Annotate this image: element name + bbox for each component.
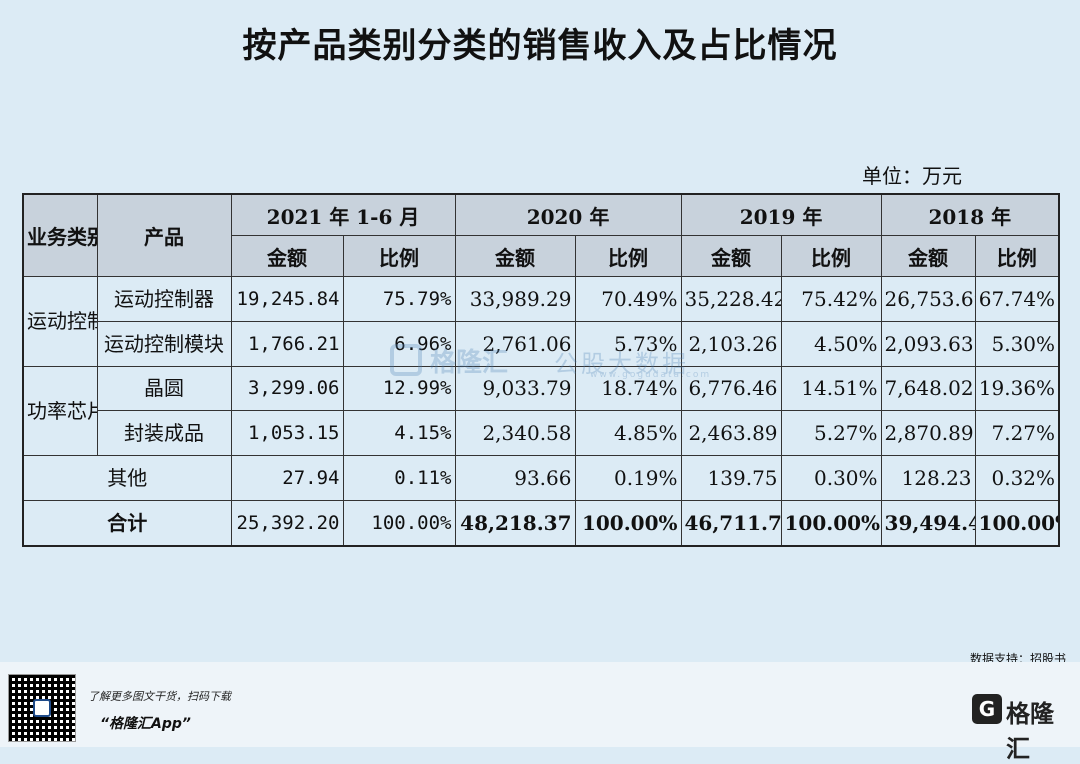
ratio-cell: 19.36%	[974, 365, 1060, 412]
ratio-cell: 12.99%	[342, 365, 456, 412]
amount-cell: 46,711.78	[680, 499, 782, 547]
amount-cell: 2,103.26	[680, 320, 782, 367]
amount-cell: 3,299.06	[230, 365, 344, 412]
ratio-cell: 4.50%	[780, 320, 882, 367]
unit-label: 单位：万元	[862, 164, 962, 188]
ratio-cell: 67.74%	[974, 276, 1060, 322]
header-period-2021h1: 2021 年 1-6 月	[230, 193, 456, 236]
header-period-2019: 2019 年	[680, 193, 882, 236]
ratio-cell: 7.27%	[974, 410, 1060, 457]
amount-cell: 93.66	[454, 455, 576, 501]
amount-cell: 9,033.79	[454, 365, 576, 412]
header-period-2018: 2018 年	[880, 193, 1060, 236]
amount-cell: 19,245.84	[230, 276, 344, 322]
header-product: 产品	[96, 193, 232, 277]
ratio-cell: 4.85%	[574, 410, 682, 457]
amount-cell: 2,463.89	[680, 410, 782, 457]
brand-g-icon: G	[972, 694, 1002, 724]
header-amount: 金额	[454, 235, 576, 277]
header-amount: 金额	[230, 235, 344, 277]
amount-cell: 2,870.89	[880, 410, 976, 457]
qr-code-icon	[8, 674, 76, 742]
page-title: 按产品类别分类的销售收入及占比情况	[242, 26, 838, 66]
header-ratio: 比例	[342, 235, 456, 277]
header-row-measures: 金额 比例 金额 比例 金额 比例 金额 比例	[23, 235, 1060, 277]
category-power-chip: 功率芯片产品	[22, 365, 98, 457]
amount-cell: 2,093.63	[880, 320, 976, 367]
ratio-cell: 100.00%	[342, 499, 456, 547]
ratio-cell: 100.00%	[974, 499, 1060, 547]
ratio-cell: 18.74%	[574, 365, 682, 412]
promo-app-name: “格隆汇App”	[100, 716, 191, 732]
header-ratio: 比例	[780, 235, 882, 277]
sales-table: 业务类别 产品 2021 年 1-6 月 2020 年 2019 年 2018 …	[22, 193, 1061, 547]
ratio-cell: 75.79%	[342, 276, 456, 322]
amount-cell: 1,766.21	[230, 320, 344, 367]
promo-text: 了解更多图文干货，扫码下载	[88, 690, 231, 703]
ratio-cell: 14.51%	[780, 365, 882, 412]
ratio-cell: 75.42%	[780, 276, 882, 322]
ratio-cell: 70.49%	[574, 276, 682, 322]
header-period-2020: 2020 年	[454, 193, 682, 236]
ratio-cell: 6.96%	[342, 320, 456, 367]
amount-cell: 25,392.20	[230, 499, 344, 547]
ratio-cell: 0.19%	[574, 455, 682, 501]
header-business-category: 业务类别	[22, 193, 98, 277]
ratio-cell: 4.15%	[342, 410, 456, 457]
amount-cell: 7,648.02	[880, 365, 976, 412]
ratio-cell: 0.30%	[780, 455, 882, 501]
product-name: 运动控制模块	[96, 320, 232, 367]
total-label: 合计	[22, 499, 232, 547]
product-name-other: 其他	[22, 455, 232, 501]
amount-cell: 6,776.46	[680, 365, 782, 412]
ratio-cell: 0.11%	[342, 455, 456, 501]
table-row: 其他 27.94 0.11% 93.66 0.19% 139.75 0.30% …	[22, 455, 1060, 501]
amount-cell: 33,989.29	[454, 276, 576, 322]
header-amount: 金额	[880, 235, 976, 277]
ratio-cell: 100.00%	[574, 499, 682, 547]
qr-logo-icon	[33, 699, 51, 717]
table-row: 功率芯片产品 晶圆 3,299.06 12.99% 9,033.79 18.74…	[22, 365, 1060, 457]
amount-cell: 2,340.58	[454, 410, 576, 457]
header-amount: 金额	[680, 235, 782, 277]
table-row: 运动控制模块 1,766.21 6.96% 2,761.06 5.73% 2,1…	[23, 320, 1060, 367]
product-name: 晶圆	[96, 365, 232, 412]
ratio-cell: 5.30%	[974, 320, 1060, 367]
header-ratio: 比例	[574, 235, 682, 277]
table-row: 封装成品 1,053.15 4.15% 2,340.58 4.85% 2,463…	[23, 410, 1060, 457]
brand-logo: G 格隆汇	[972, 690, 1076, 763]
ratio-cell: 0.32%	[974, 455, 1060, 501]
table-row: 运动控制产品 运动控制器 19,245.84 75.79% 33,989.29 …	[22, 276, 1060, 367]
amount-cell: 139.75	[680, 455, 782, 501]
brand-name: 格隆汇	[1006, 700, 1054, 763]
amount-cell: 26,753.69	[880, 276, 976, 322]
header-row-periods: 业务类别 产品 2021 年 1-6 月 2020 年 2019 年 2018 …	[22, 193, 1060, 277]
table-row-total: 合计 25,392.20 100.00% 48,218.37 100.00% 4…	[22, 499, 1060, 547]
amount-cell: 48,218.37	[454, 499, 576, 547]
ratio-cell: 100.00%	[780, 499, 882, 547]
product-name: 封装成品	[96, 410, 232, 457]
amount-cell: 27.94	[230, 455, 344, 501]
product-name: 运动控制器	[96, 276, 232, 322]
header-ratio: 比例	[974, 235, 1060, 277]
amount-cell: 35,228.42	[680, 276, 782, 322]
amount-cell: 39,494.45	[880, 499, 976, 547]
category-motion-control: 运动控制产品	[22, 276, 98, 367]
amount-cell: 1,053.15	[230, 410, 344, 457]
amount-cell: 128.23	[880, 455, 976, 501]
ratio-cell: 5.27%	[780, 410, 882, 457]
ratio-cell: 5.73%	[574, 320, 682, 367]
amount-cell: 2,761.06	[454, 320, 576, 367]
footer	[0, 662, 1080, 747]
